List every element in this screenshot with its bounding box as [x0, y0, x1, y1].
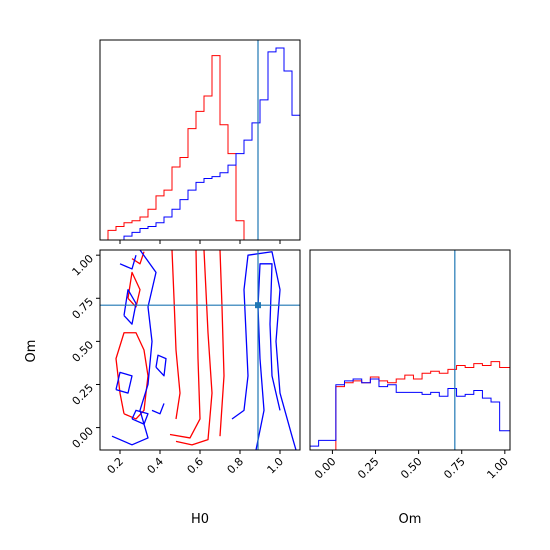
om-hist-xtick-label: 1.00 — [484, 455, 511, 482]
om-hist-series-blue — [309, 378, 511, 450]
h0-hist-frame — [99, 39, 301, 241]
contour-red — [175, 250, 213, 446]
contour-blue — [111, 250, 157, 446]
h0-histogram-panel — [99, 39, 301, 244]
contour-blue — [115, 371, 133, 394]
contour-xtick-label: 0.8 — [225, 455, 247, 477]
contour-ytick-label: 1.00 — [70, 252, 97, 279]
om-histogram-panel: 0.00 0.25 0.50 0.75 1.00 — [309, 249, 511, 482]
contour-blue — [231, 251, 297, 450]
om-hist-frame — [309, 249, 511, 451]
om-hist-xtick-label: 0.00 — [312, 455, 339, 482]
contour-truth-marker — [255, 302, 261, 309]
contour-lines — [111, 250, 297, 450]
contour-blue — [255, 263, 281, 450]
contour-blue — [151, 403, 165, 415]
xlabel-om: Om — [399, 512, 422, 527]
xlabel-h0: H0 — [191, 512, 209, 527]
om-hist-xtick-label: 0.25 — [355, 455, 382, 482]
h0-om-contour-panel: 0.2 0.4 0.6 0.8 1.0 0.00 0.25 0.50 0.75 1.00 — [70, 249, 301, 477]
contour-blue — [131, 409, 149, 425]
contour-red — [171, 250, 181, 420]
contour-xtick-label: 1.0 — [265, 455, 287, 477]
h0-hist-series-blue — [100, 47, 301, 241]
contour-blue — [155, 354, 167, 377]
ylabel-om: Om — [24, 340, 39, 363]
om-hist-xtick-label: 0.75 — [441, 455, 468, 482]
contour-red — [169, 250, 201, 439]
contour-ytick-label: 0.50 — [70, 338, 97, 365]
contour-ytick-label: 0.00 — [70, 425, 97, 452]
contour-xtick-label: 0.4 — [145, 455, 167, 477]
h0-hist-series-red — [100, 55, 300, 241]
contour-blue — [123, 289, 137, 325]
contour-ytick-label: 0.75 — [70, 295, 97, 322]
contour-red — [115, 332, 149, 420]
contour-red — [219, 250, 225, 437]
contour-xtick-label: 0.2 — [105, 455, 127, 477]
om-hist-xtick-label: 0.50 — [398, 455, 425, 482]
contour-blue — [119, 254, 137, 270]
contour-xtick-label: 0.6 — [185, 455, 207, 477]
contour-red — [127, 271, 141, 308]
contour-ytick-label: 0.25 — [70, 381, 97, 408]
om-hist-series-red — [310, 361, 511, 451]
